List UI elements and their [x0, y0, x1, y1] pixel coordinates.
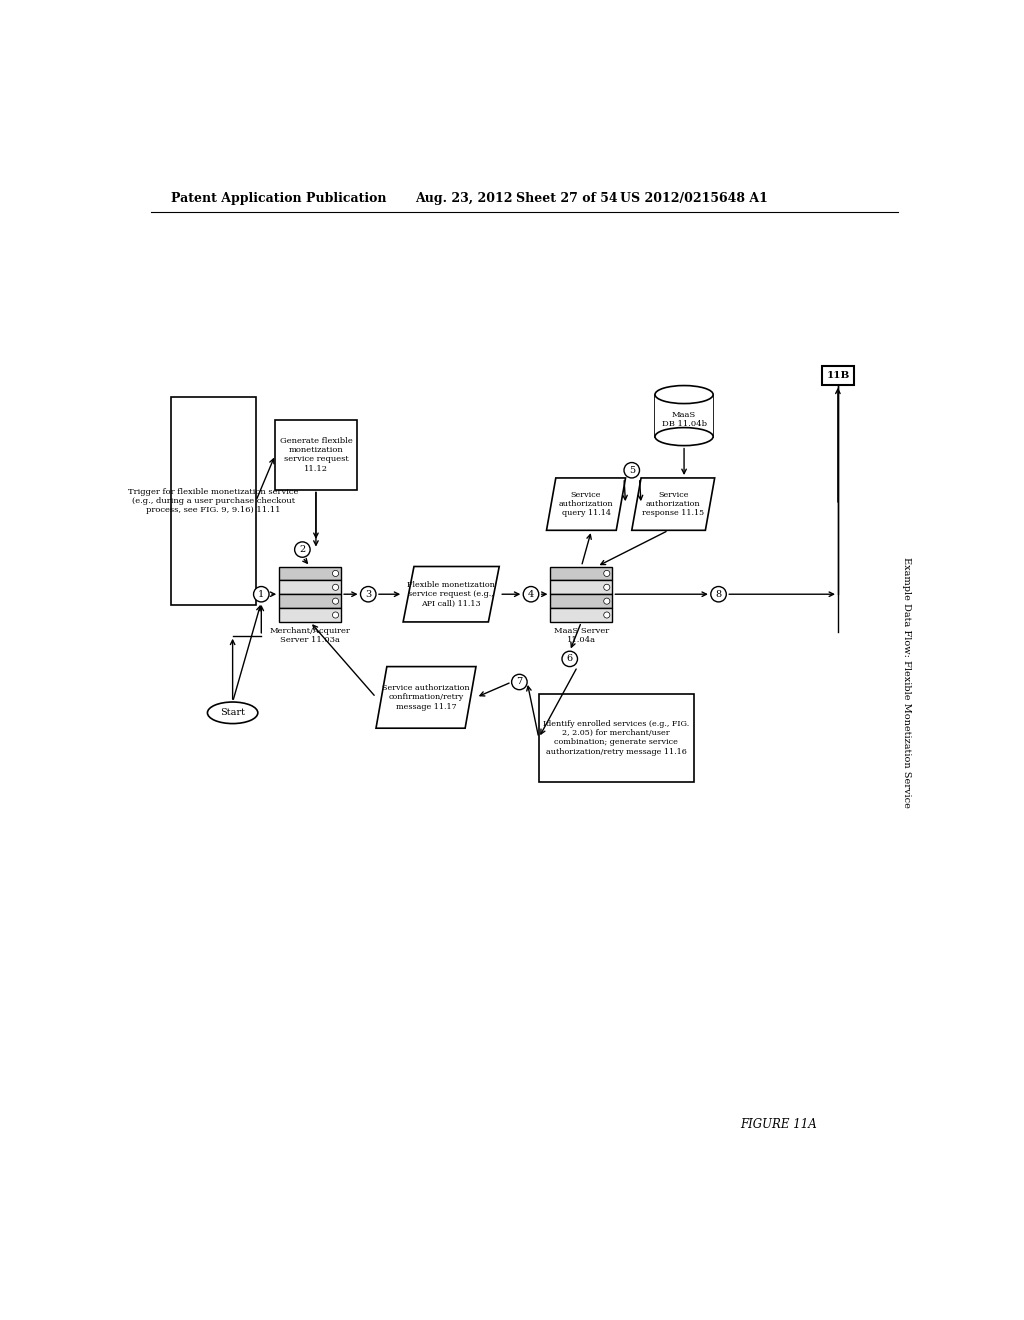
Text: Sheet 27 of 54: Sheet 27 of 54: [515, 191, 617, 205]
Ellipse shape: [655, 428, 713, 446]
Polygon shape: [376, 667, 476, 729]
Polygon shape: [547, 478, 626, 531]
Circle shape: [360, 586, 376, 602]
Ellipse shape: [655, 385, 713, 404]
Circle shape: [711, 586, 726, 602]
Text: Service
authorization
query 11.14: Service authorization query 11.14: [559, 491, 613, 517]
Circle shape: [254, 586, 269, 602]
Circle shape: [624, 462, 640, 478]
Text: 1: 1: [258, 590, 264, 599]
FancyBboxPatch shape: [550, 581, 612, 594]
Text: Service
authorization
response 11.15: Service authorization response 11.15: [642, 491, 705, 517]
Circle shape: [604, 598, 610, 605]
Text: FIGURE 11A: FIGURE 11A: [740, 1118, 817, 1131]
Circle shape: [604, 612, 610, 618]
Polygon shape: [403, 566, 500, 622]
FancyBboxPatch shape: [171, 397, 256, 605]
FancyBboxPatch shape: [280, 566, 341, 581]
Text: 8: 8: [716, 590, 722, 599]
Text: 2: 2: [299, 545, 305, 554]
Text: US 2012/0215648 A1: US 2012/0215648 A1: [621, 191, 768, 205]
Circle shape: [562, 651, 578, 667]
Text: Patent Application Publication: Patent Application Publication: [171, 191, 386, 205]
Ellipse shape: [208, 702, 258, 723]
Circle shape: [333, 612, 339, 618]
Text: 7: 7: [516, 677, 522, 686]
Text: 5: 5: [629, 466, 635, 475]
Polygon shape: [632, 478, 715, 531]
Text: Merchant/Acquirer
Server 11.03a: Merchant/Acquirer Server 11.03a: [269, 627, 350, 644]
FancyBboxPatch shape: [275, 420, 356, 490]
FancyBboxPatch shape: [280, 594, 341, 609]
Text: Example Data Flow: Flexible Monetization Service: Example Data Flow: Flexible Monetization…: [902, 557, 911, 808]
Circle shape: [295, 541, 310, 557]
Text: 4: 4: [528, 590, 535, 599]
FancyBboxPatch shape: [280, 609, 341, 622]
FancyBboxPatch shape: [550, 566, 612, 581]
Circle shape: [604, 585, 610, 590]
Circle shape: [333, 570, 339, 577]
Text: Trigger for flexible monetization service
(e.g., during a user purchase checkout: Trigger for flexible monetization servic…: [128, 488, 298, 515]
FancyBboxPatch shape: [550, 594, 612, 609]
Text: 3: 3: [366, 590, 372, 599]
Circle shape: [333, 585, 339, 590]
Text: Flexible monetization
service request (e.g.,
API call) 11.13: Flexible monetization service request (e…: [408, 581, 496, 607]
Text: Identify enrolled services (e.g., FIG.
2, 2.05) for merchant/user
combination; g: Identify enrolled services (e.g., FIG. 2…: [543, 719, 689, 755]
Text: Start: Start: [220, 709, 245, 717]
FancyBboxPatch shape: [655, 395, 713, 437]
FancyBboxPatch shape: [550, 609, 612, 622]
Text: Aug. 23, 2012: Aug. 23, 2012: [415, 191, 512, 205]
FancyBboxPatch shape: [539, 693, 693, 781]
Text: 11B: 11B: [826, 371, 850, 380]
Text: MaaS
DB 11.04b: MaaS DB 11.04b: [662, 411, 707, 428]
Circle shape: [604, 570, 610, 577]
Text: 6: 6: [566, 655, 572, 664]
FancyBboxPatch shape: [821, 367, 854, 385]
Text: MaaS Server
11.04a: MaaS Server 11.04a: [554, 627, 609, 644]
Text: Service authorization
confirmation/retry
message 11.17: Service authorization confirmation/retry…: [382, 684, 470, 710]
Circle shape: [333, 598, 339, 605]
FancyBboxPatch shape: [655, 395, 713, 437]
FancyBboxPatch shape: [280, 581, 341, 594]
Text: Generate flexible
monetization
service request
11.12: Generate flexible monetization service r…: [280, 437, 352, 473]
Circle shape: [512, 675, 527, 689]
Circle shape: [523, 586, 539, 602]
